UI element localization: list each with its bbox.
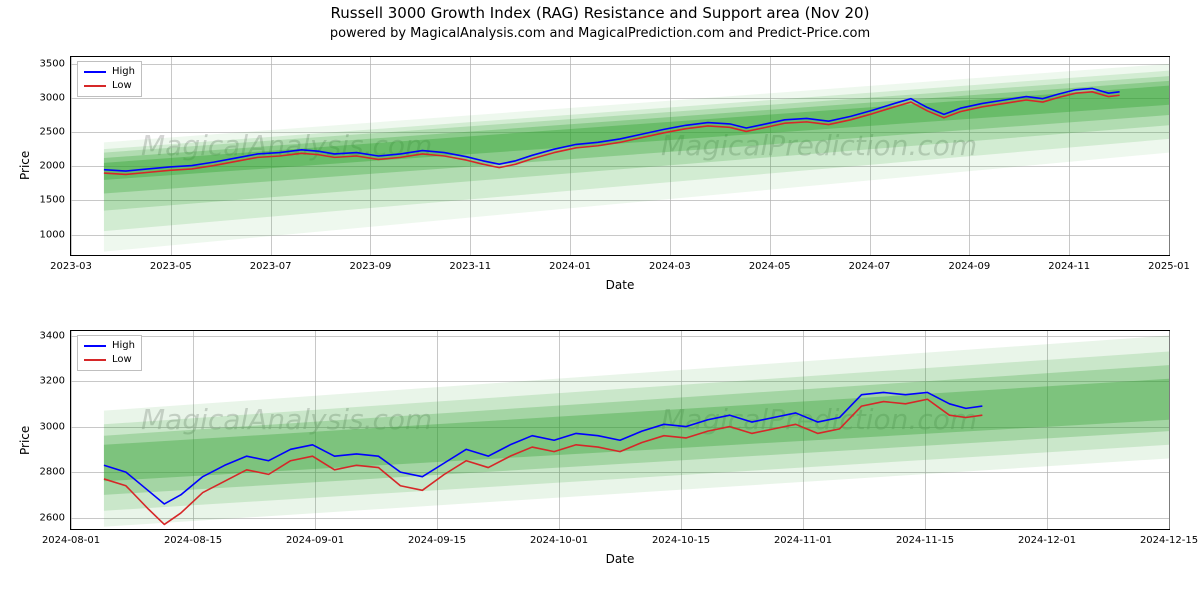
y-tick-label: 3000 bbox=[40, 421, 71, 432]
y-tick-label: 2500 bbox=[40, 127, 71, 138]
x-tick-label: 2024-11-15 bbox=[896, 529, 954, 546]
legend-item-high: High bbox=[84, 65, 135, 79]
y-tick-label: 1500 bbox=[40, 195, 71, 206]
legend-label: High bbox=[112, 65, 135, 79]
y-tick-label: 2000 bbox=[40, 161, 71, 172]
x-axis-label: Date bbox=[70, 552, 1170, 566]
x-tick-label: 2024-12-15 bbox=[1140, 529, 1198, 546]
x-tick-label: 2024-11-01 bbox=[774, 529, 832, 546]
price-lines bbox=[71, 57, 1169, 255]
x-tick-label: 2024-09-15 bbox=[408, 529, 466, 546]
y-tick-label: 3200 bbox=[40, 376, 71, 387]
top-chart-panel: MagicalAnalysis.com MagicalPrediction.co… bbox=[70, 56, 1170, 256]
chart-title: Russell 3000 Growth Index (RAG) Resistan… bbox=[0, 4, 1200, 22]
price-lines bbox=[71, 331, 1169, 529]
x-tick-label: 2024-05 bbox=[749, 255, 791, 272]
y-tick-label: 3000 bbox=[40, 92, 71, 103]
x-tick-label: 2023-11 bbox=[449, 255, 491, 272]
x-tick-label: 2024-08-15 bbox=[164, 529, 222, 546]
legend: High Low bbox=[77, 61, 142, 97]
x-tick-label: 2024-01 bbox=[549, 255, 591, 272]
x-tick-label: 2024-10-01 bbox=[530, 529, 588, 546]
x-axis-label: Date bbox=[70, 278, 1170, 292]
legend-swatch bbox=[84, 71, 106, 73]
x-tick-label: 2025-01 bbox=[1148, 255, 1190, 272]
x-tick-label: 2024-12-01 bbox=[1018, 529, 1076, 546]
x-tick-label: 2024-11 bbox=[1048, 255, 1090, 272]
x-tick-label: 2023-07 bbox=[250, 255, 292, 272]
x-tick-label: 2023-03 bbox=[50, 255, 92, 272]
y-tick-label: 2800 bbox=[40, 467, 71, 478]
x-tick-label: 2024-07 bbox=[849, 255, 891, 272]
x-tick-label: 2024-09 bbox=[948, 255, 990, 272]
x-tick-label: 2023-09 bbox=[350, 255, 392, 272]
legend-item-low: Low bbox=[84, 353, 135, 367]
legend: High Low bbox=[77, 335, 142, 371]
y-tick-label: 3400 bbox=[40, 330, 71, 341]
x-tick-label: 2024-09-01 bbox=[286, 529, 344, 546]
y-axis-label: Price bbox=[18, 426, 32, 455]
y-tick-label: 1000 bbox=[40, 229, 71, 240]
bottom-chart-panel: MagicalAnalysis.com MagicalPrediction.co… bbox=[70, 330, 1170, 530]
x-tick-label: 2024-03 bbox=[649, 255, 691, 272]
legend-label: High bbox=[112, 339, 135, 353]
legend-swatch bbox=[84, 359, 106, 361]
y-axis-label: Price bbox=[18, 151, 32, 180]
legend-item-high: High bbox=[84, 339, 135, 353]
figure: Russell 3000 Growth Index (RAG) Resistan… bbox=[0, 0, 1200, 600]
y-tick-label: 2600 bbox=[40, 512, 71, 523]
x-tick-label: 2024-08-01 bbox=[42, 529, 100, 546]
x-tick-label: 2023-05 bbox=[150, 255, 192, 272]
chart-subtitle: powered by MagicalAnalysis.com and Magic… bbox=[0, 26, 1200, 41]
x-tick-label: 2024-10-15 bbox=[652, 529, 710, 546]
y-tick-label: 3500 bbox=[40, 58, 71, 69]
legend-swatch bbox=[84, 85, 106, 87]
legend-label: Low bbox=[112, 79, 132, 93]
legend-swatch bbox=[84, 345, 106, 347]
legend-label: Low bbox=[112, 353, 132, 367]
legend-item-low: Low bbox=[84, 79, 135, 93]
